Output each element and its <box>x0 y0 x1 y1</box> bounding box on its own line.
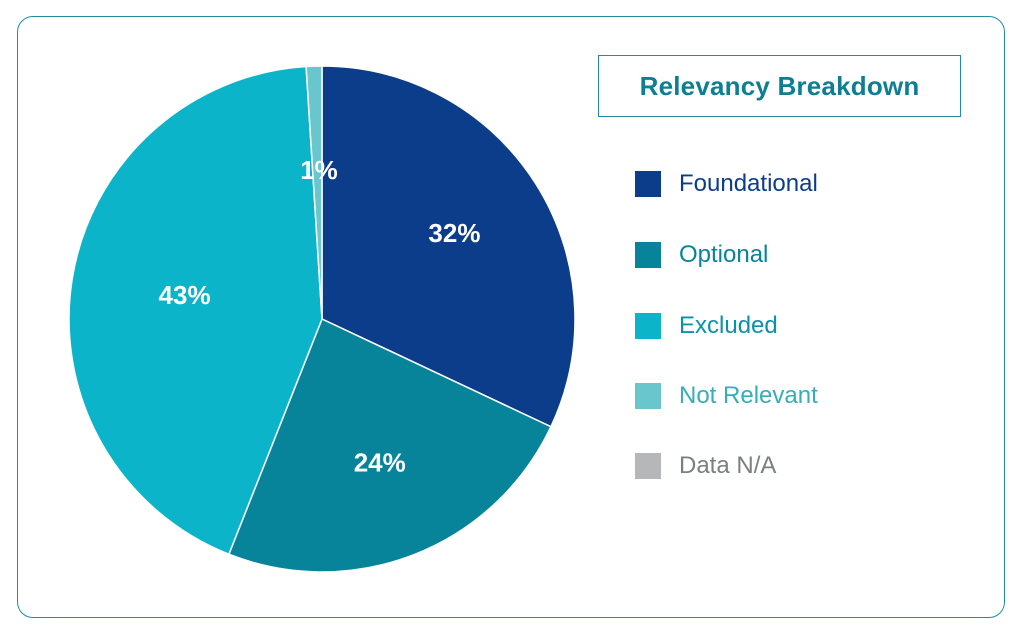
pie-slice-excluded <box>68 65 323 556</box>
legend-swatch-not-relevant <box>635 383 661 409</box>
chart-title: Relevancy Breakdown <box>598 55 961 117</box>
legend-label-optional: Optional <box>679 241 769 268</box>
legend-label-foundational: Foundational <box>679 170 818 197</box>
legend-swatch-data-na <box>635 453 661 479</box>
legend-item-not-relevant: Not Relevant <box>635 382 818 410</box>
pie-label-optional: 24% <box>354 448 406 478</box>
pie-slice-foundational <box>321 65 576 428</box>
legend-item-data-na: Data N/A <box>635 452 776 480</box>
pie-label-foundational: 32% <box>428 218 480 248</box>
legend-label-data-na: Data N/A <box>679 452 777 479</box>
legend-item-excluded: Excluded <box>635 312 778 340</box>
pie-slice-not-relevant <box>305 65 323 320</box>
legend-label-excluded: Excluded <box>679 312 778 339</box>
pie-slices <box>68 65 576 573</box>
pie-labels: 32% 24% 43% 1% <box>159 155 481 478</box>
legend-swatch-excluded <box>635 313 661 339</box>
pie-label-excluded: 43% <box>159 280 211 310</box>
pie-slice-optional <box>227 317 552 573</box>
legend-item-optional: Optional <box>635 241 768 269</box>
legend-item-foundational: Foundational <box>635 170 818 198</box>
legend-label-not-relevant: Not Relevant <box>679 382 818 409</box>
legend-swatch-foundational <box>635 171 661 197</box>
legend-swatch-optional <box>635 242 661 268</box>
pie-label-not-relevant: 1% <box>300 155 338 185</box>
